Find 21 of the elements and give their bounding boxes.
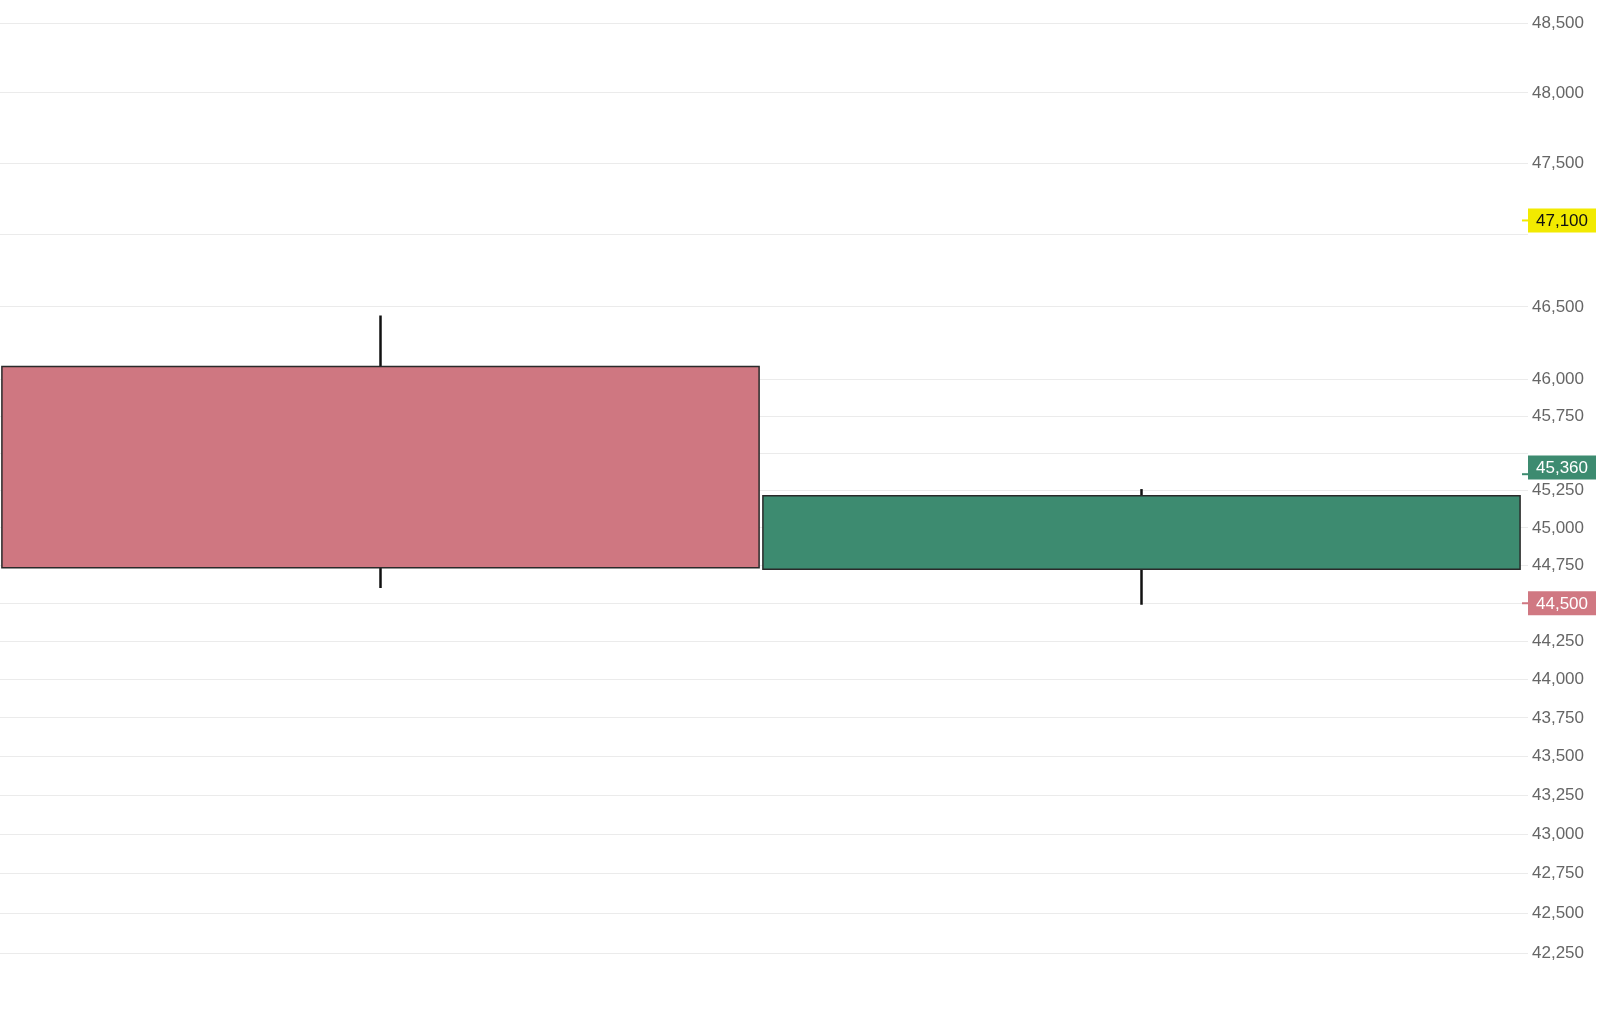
y-tick-label: 45,750 — [1532, 406, 1584, 426]
y-tick-label: 42,500 — [1532, 902, 1584, 922]
y-tick-label: 43,750 — [1532, 707, 1584, 727]
y-tick-label: 44,000 — [1532, 669, 1584, 689]
y-tick-label: 45,000 — [1532, 517, 1584, 537]
y-tick-label: 46,000 — [1532, 369, 1584, 389]
y-tick-label: 43,500 — [1532, 746, 1584, 766]
ref-line-label: 44,500 — [1536, 593, 1588, 613]
ref-line-label: 45,360 — [1536, 458, 1588, 478]
y-tick-label: 46,500 — [1532, 296, 1584, 316]
y-tick-label: 45,250 — [1532, 480, 1584, 500]
y-tick-label: 48,000 — [1532, 82, 1584, 102]
y-tick-label: 42,250 — [1532, 942, 1584, 962]
y-tick-label: 44,250 — [1532, 630, 1584, 650]
y-tick-label: 43,000 — [1532, 824, 1584, 844]
y-tick-label: 48,500 — [1532, 12, 1584, 32]
y-tick-label: 44,750 — [1532, 555, 1584, 575]
y-tick-label: 47,500 — [1532, 153, 1584, 173]
ref-line-label: 47,100 — [1536, 211, 1588, 231]
y-tick-label: 42,750 — [1532, 863, 1584, 883]
y-tick-label: 43,250 — [1532, 784, 1584, 804]
